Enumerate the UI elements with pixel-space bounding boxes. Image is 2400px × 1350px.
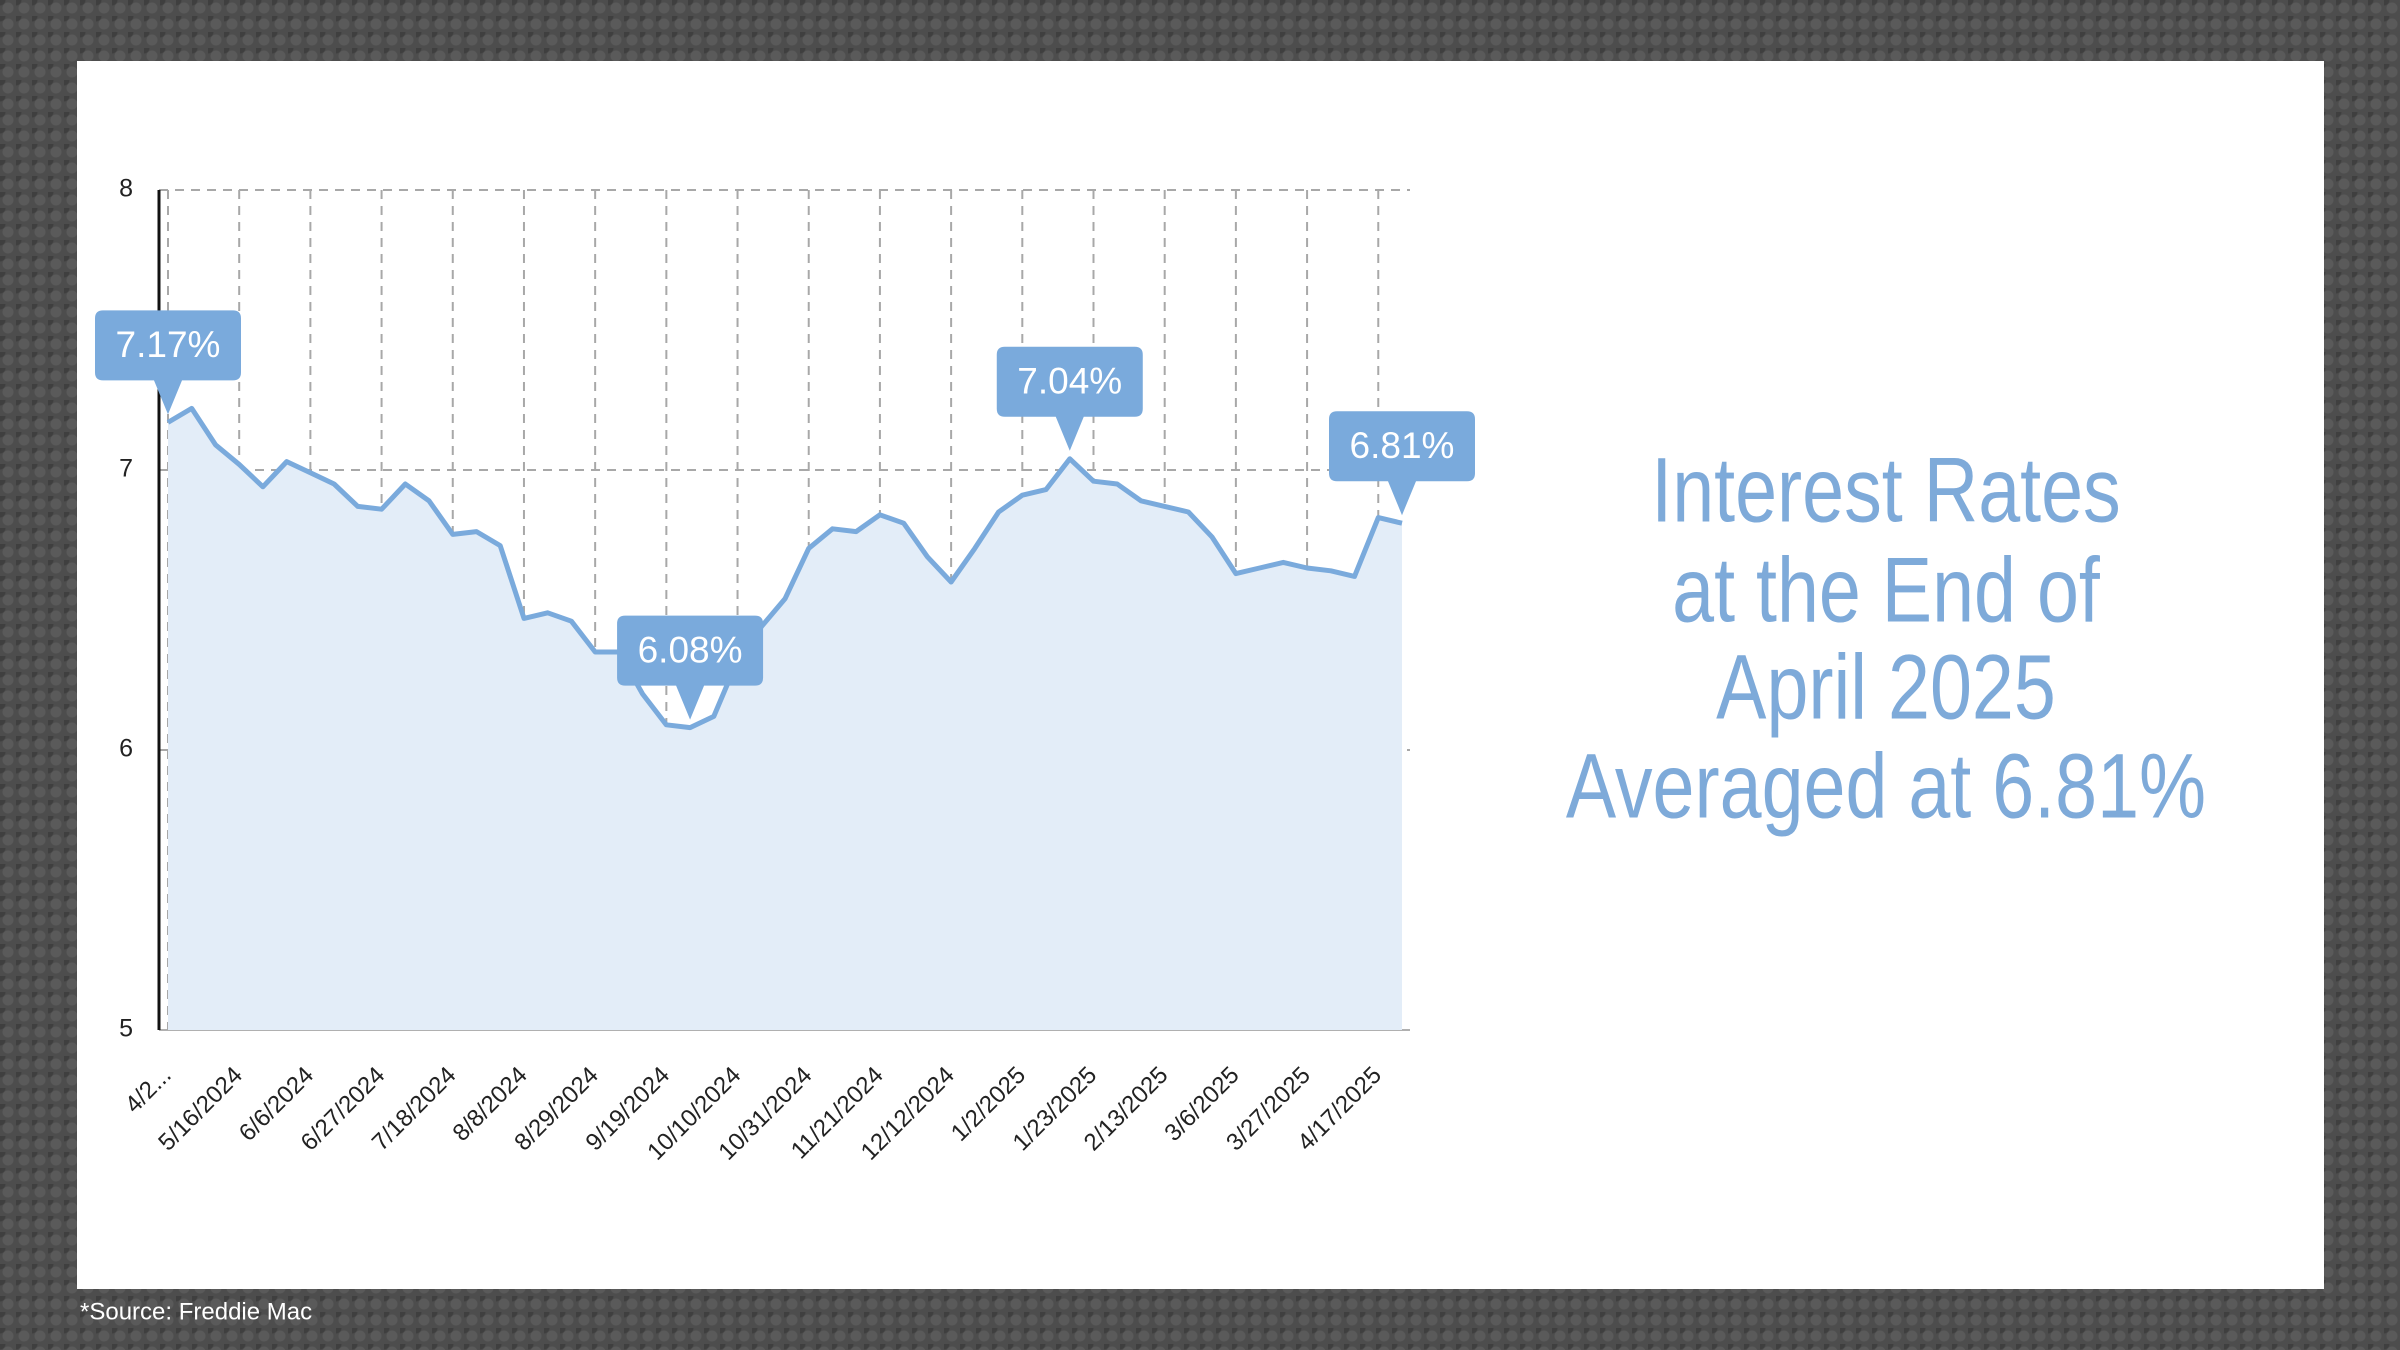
title-line: Averaged at 6.81% (1566, 734, 2206, 837)
line (166, 405, 1403, 731)
title-line: April 2025 (1716, 635, 2056, 738)
callout-label: 6.08% (638, 629, 743, 670)
title-line: Interest Rates (1651, 438, 2121, 541)
source-note: *Source: Freddie Mac (80, 1298, 312, 1325)
y-tick-label: 7 (119, 455, 133, 483)
callout-label: 6.81% (1350, 425, 1455, 466)
callout-label: 7.17% (116, 324, 221, 365)
callout-box (1329, 411, 1475, 516)
y-tick-label: 8 (119, 175, 133, 203)
callout-box (95, 310, 241, 415)
callout-box (617, 615, 764, 720)
callout-label: 7.04% (1017, 361, 1122, 402)
y-tick-label: 5 (119, 1015, 133, 1043)
callout-box (996, 346, 1143, 451)
y-tick-label: 6 (119, 735, 133, 763)
area-fill (168, 408, 1402, 1030)
title-line: at the End of (1672, 538, 2100, 641)
